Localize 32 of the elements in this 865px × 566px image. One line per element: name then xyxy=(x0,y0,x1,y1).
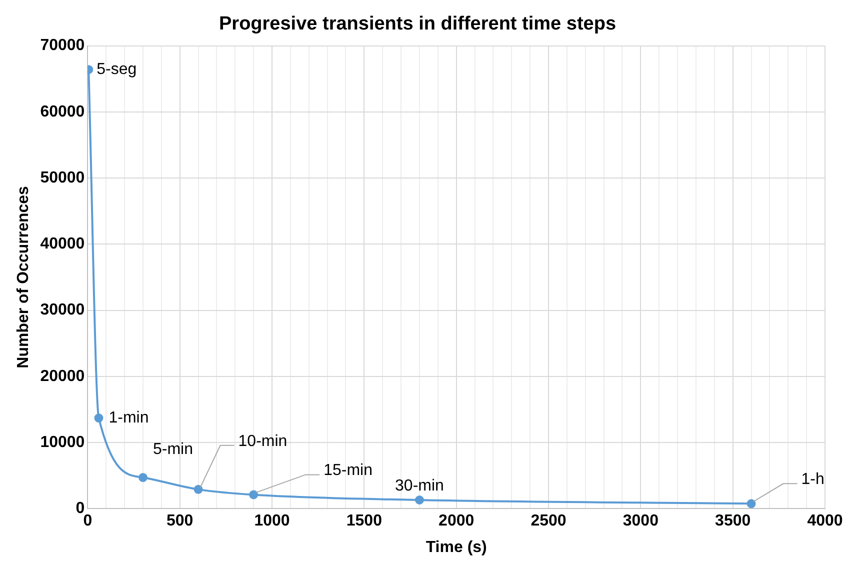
annotation: 5-seg xyxy=(96,61,137,78)
x-tick-label: 3000 xyxy=(622,512,659,530)
y-tick-label: 70000 xyxy=(40,37,85,54)
x-axis-title: Time (s) xyxy=(426,538,487,556)
x-tick-label: 500 xyxy=(166,512,194,530)
annotation: 5-min xyxy=(152,440,194,458)
y-tick-label: 60000 xyxy=(40,103,85,120)
x-tick-label: 1500 xyxy=(346,512,382,530)
point xyxy=(138,473,148,482)
annotation: 30-min xyxy=(395,477,444,494)
point xyxy=(94,414,104,423)
y-tick-label: 20000 xyxy=(40,368,85,385)
x-tick-label: 2000 xyxy=(438,512,474,530)
annotation: 1-min xyxy=(108,409,149,426)
point xyxy=(414,496,424,505)
y-axis-title: Number of Occurrences xyxy=(15,186,32,368)
y-tick-label: 50000 xyxy=(40,169,85,186)
point xyxy=(194,484,203,494)
x-tick-label: 2500 xyxy=(530,512,566,530)
x-tick-label: 3500 xyxy=(715,512,751,530)
y-tick-label: 30000 xyxy=(40,302,85,319)
x-tick-label: 1000 xyxy=(254,512,290,530)
annotation: 10-min xyxy=(238,432,288,450)
y-tick-label: 40000 xyxy=(40,236,85,253)
annotation: 15-min xyxy=(324,462,372,480)
y-tick-label: 10000 xyxy=(40,434,85,451)
annotation: 1-h xyxy=(801,471,824,488)
y-tick-label: 0 xyxy=(76,500,85,518)
x-tick-label: 4000 xyxy=(807,512,843,530)
point xyxy=(249,490,258,500)
chart-title: Progresive transients in different time steps xyxy=(218,14,616,35)
point xyxy=(746,499,756,508)
